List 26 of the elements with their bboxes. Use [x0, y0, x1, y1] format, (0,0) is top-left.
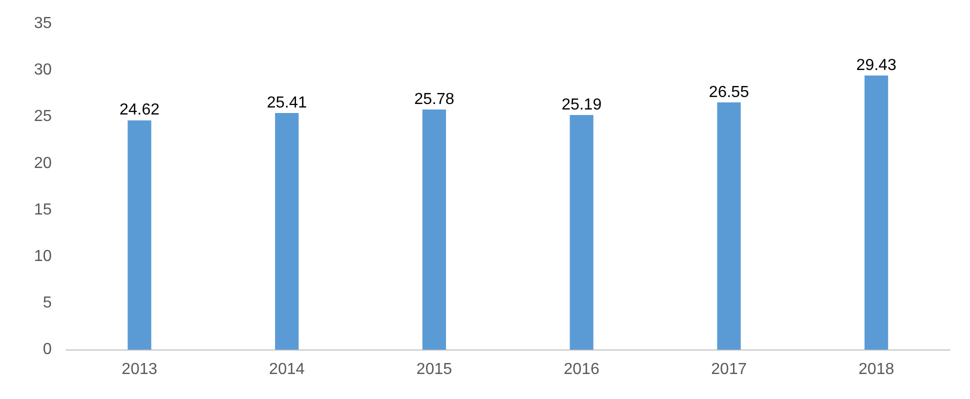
x-tick-label: 2016: [564, 360, 600, 378]
y-tick-label: 20: [34, 154, 52, 172]
x-tick-label: 2015: [416, 360, 452, 378]
bar: [275, 112, 299, 350]
x-tick-label: 2013: [122, 360, 158, 378]
data-label: 25.41: [266, 94, 307, 112]
bar: [570, 115, 594, 350]
bar: [864, 76, 888, 350]
data-label: 25.78: [414, 90, 454, 108]
bar: [717, 102, 741, 350]
x-tick-label: 2017: [711, 360, 747, 378]
x-tick-label: 2018: [858, 360, 894, 378]
x-tick-label: 2014: [269, 360, 305, 378]
y-tick-label: 0: [42, 341, 52, 358]
data-label: 24.62: [119, 102, 160, 119]
y-tick-label: 5: [42, 294, 52, 312]
bar: [128, 120, 152, 350]
data-label: 25.19: [562, 96, 602, 114]
y-tick-label: 25: [34, 108, 52, 126]
y-tick-label: 35: [34, 15, 52, 32]
data-label: 26.55: [708, 84, 750, 101]
bar: [422, 110, 446, 350]
data-label: 29.43: [856, 56, 896, 74]
y-tick-label: 10: [34, 248, 52, 266]
y-tick-label: 15: [34, 201, 52, 218]
y-tick-label: 30: [34, 62, 52, 79]
